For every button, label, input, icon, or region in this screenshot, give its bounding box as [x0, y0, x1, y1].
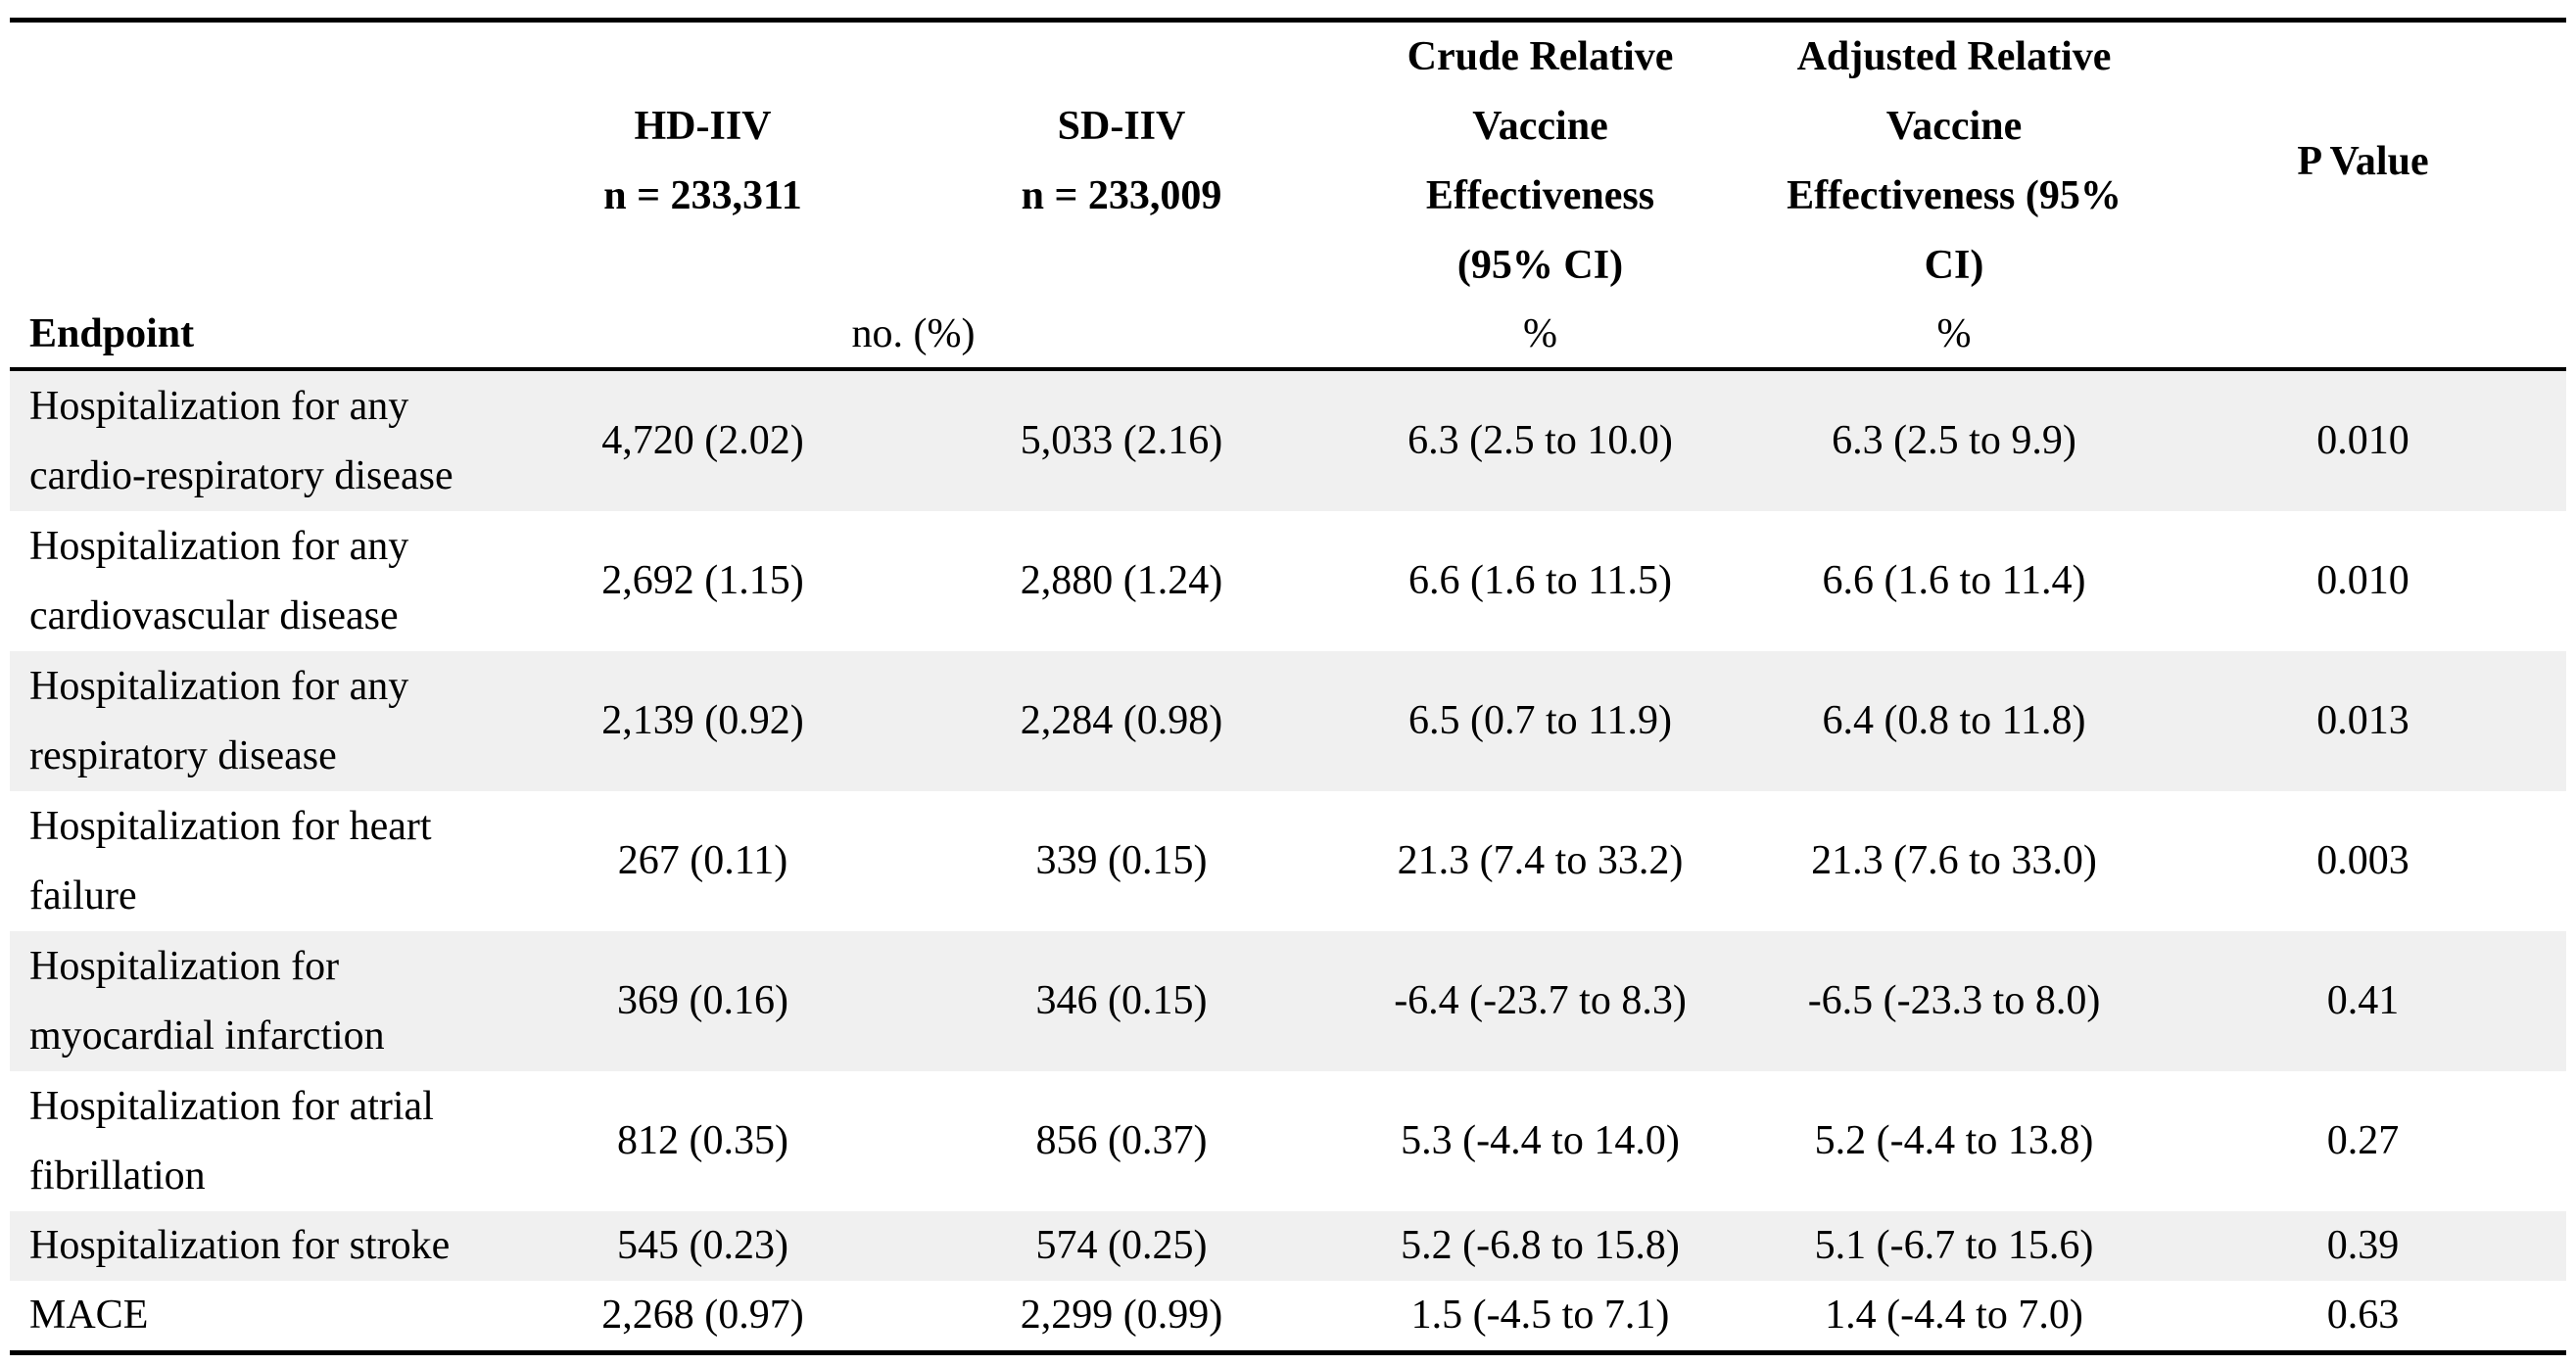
- cell-hd: 2,139 (0.92): [495, 651, 911, 791]
- cell-p: 0.41: [2160, 931, 2566, 1071]
- cell-hd: 2,268 (0.97): [601, 1293, 804, 1338]
- cell-adjusted: 21.3 (7.6 to 33.0): [1811, 838, 2097, 883]
- cell-hd: 369 (0.16): [495, 931, 911, 1071]
- cell-crude: 6.3 (2.5 to 10.0): [1332, 369, 1748, 511]
- cell-adjusted: 6.6 (1.6 to 11.4): [1822, 558, 2086, 603]
- cell-endpoint: Hospitalization for myocardial infarctio…: [10, 931, 495, 1071]
- cell-crude: 6.5 (0.7 to 11.9): [1332, 651, 1748, 791]
- cell-endpoint: Hospitalization for any cardio-respirato…: [10, 369, 495, 511]
- table-row: MACE 2,268 (0.97) 2,299 (0.99) 1.5 (-4.5…: [10, 1281, 2566, 1353]
- header-hd-iiv-n: n = 233,311: [603, 173, 802, 218]
- cell-sd: 5,033 (2.16): [911, 369, 1332, 511]
- header-sd-iiv-name: SD-IIV: [1057, 104, 1186, 149]
- cell-hd: 2,692 (1.15): [601, 558, 804, 603]
- cell-p: 0.27: [2326, 1118, 2400, 1163]
- cell-adjusted: 6.3 (2.5 to 9.9): [1748, 369, 2160, 511]
- cell-endpoint: Hospitalization for any cardiovascular d…: [29, 523, 409, 638]
- cell-adjusted: 6.4 (0.8 to 11.8): [1748, 651, 2160, 791]
- table-row: Hospitalization for any respiratory dise…: [10, 651, 2566, 791]
- cell-crude: 6.6 (1.6 to 11.5): [1407, 558, 1673, 603]
- cell-endpoint: Hospitalization for any respiratory dise…: [10, 651, 495, 791]
- header-row-sub: Endpoint no. (%) % %: [10, 301, 2566, 371]
- table-row: Hospitalization for myocardial infarctio…: [10, 931, 2566, 1071]
- cell-sd: 2,299 (0.99): [1020, 1293, 1223, 1338]
- cell-adjusted: 5.1 (-6.7 to 15.6): [1748, 1211, 2160, 1281]
- cell-crude: 5.3 (-4.4 to 14.0): [1401, 1118, 1680, 1163]
- subheader-p-spacer: [2160, 301, 2566, 371]
- header-p-value: P Value: [2160, 20, 2566, 301]
- cell-adjusted: 5.2 (-4.4 to 13.8): [1814, 1118, 2094, 1163]
- cell-endpoint: Hospitalization for heart failure: [29, 803, 432, 918]
- cell-adjusted: 1.4 (-4.4 to 7.0): [1825, 1293, 2083, 1338]
- cell-adjusted: -6.5 (-23.3 to 8.0): [1748, 931, 2160, 1071]
- cell-endpoint: Hospitalization for atrial fibrillation: [29, 1083, 434, 1199]
- cell-endpoint: MACE: [29, 1293, 149, 1338]
- header-sd-iiv: SD-IIV n = 233,009: [911, 20, 1332, 301]
- cell-sd: 346 (0.15): [911, 931, 1332, 1071]
- cell-crude: -6.4 (-23.7 to 8.3): [1332, 931, 1748, 1071]
- cell-crude: 21.3 (7.4 to 33.2): [1397, 838, 1684, 883]
- cell-hd: 267 (0.11): [617, 838, 788, 883]
- cell-p: 0.39: [2160, 1211, 2566, 1281]
- cell-p: 0.010: [2160, 369, 2566, 511]
- header-adjusted-rve: Adjusted Relative Vaccine Effectiveness …: [1748, 20, 2160, 301]
- header-sd-iiv-n: n = 233,009: [1021, 173, 1222, 218]
- cell-sd: 2,284 (0.98): [911, 651, 1332, 791]
- cell-p: 0.010: [2316, 558, 2409, 603]
- header-endpoint-label: Endpoint: [10, 301, 495, 371]
- cell-p: 0.003: [2316, 838, 2409, 883]
- header-crude-rve: Crude Relative Vaccine Effectiveness (95…: [1332, 20, 1748, 301]
- table-row: Hospitalization for atrial fibrillation …: [10, 1071, 2566, 1211]
- cell-endpoint: Hospitalization for stroke: [10, 1211, 495, 1281]
- table-header: HD-IIV n = 233,311 SD-IIV n = 233,009 Cr…: [10, 20, 2566, 371]
- table-body: Hospitalization for any cardio-respirato…: [10, 369, 2566, 1353]
- subheader-counts-unit: no. (%): [495, 301, 1332, 371]
- header-hd-iiv: HD-IIV n = 233,311: [495, 20, 911, 301]
- cell-sd: 339 (0.15): [1035, 838, 1208, 883]
- header-endpoint-spacer: [10, 20, 495, 301]
- cell-hd: 4,720 (2.02): [495, 369, 911, 511]
- cell-crude: 1.5 (-4.5 to 7.1): [1410, 1293, 1670, 1338]
- table-row: Hospitalization for any cardiovascular d…: [10, 511, 2566, 651]
- table-row: Hospitalization for heart failure 267 (0…: [10, 791, 2566, 931]
- cell-p: 0.63: [2326, 1293, 2400, 1338]
- table-row: Hospitalization for stroke 545 (0.23) 57…: [10, 1211, 2566, 1281]
- cell-sd: 856 (0.37): [1035, 1118, 1208, 1163]
- cell-crude: 5.2 (-6.8 to 15.8): [1332, 1211, 1748, 1281]
- table-row: Hospitalization for any cardio-respirato…: [10, 369, 2566, 511]
- subheader-crude-unit: %: [1332, 301, 1748, 371]
- cell-sd: 574 (0.25): [911, 1211, 1332, 1281]
- header-hd-iiv-name: HD-IIV: [634, 104, 772, 149]
- cell-hd: 812 (0.35): [617, 1118, 788, 1163]
- cell-p: 0.013: [2160, 651, 2566, 791]
- cell-sd: 2,880 (1.24): [1020, 558, 1223, 603]
- cell-hd: 545 (0.23): [495, 1211, 911, 1281]
- subheader-adjusted-unit: %: [1748, 301, 2160, 371]
- results-table: HD-IIV n = 233,311 SD-IIV n = 233,009 Cr…: [10, 18, 2566, 1355]
- header-row-main: HD-IIV n = 233,311 SD-IIV n = 233,009 Cr…: [10, 20, 2566, 301]
